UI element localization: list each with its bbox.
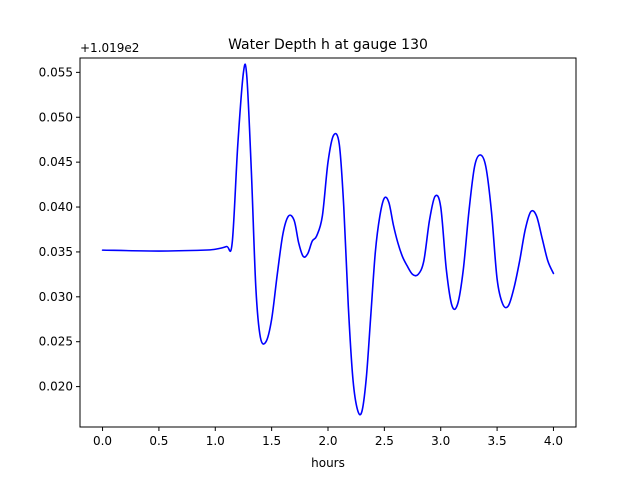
x-tick-label: 2.0 [318, 434, 337, 448]
y-tick-label: 0.020 [39, 380, 73, 394]
x-tick-label: 3.0 [431, 434, 450, 448]
y-axis: 0.020 0.025 0.030 0.035 0.040 0.045 0.050 0.055 [39, 65, 80, 394]
plot-area [79, 57, 577, 428]
x-tick-label: 3.5 [488, 434, 507, 448]
x-tick-label: 1.0 [206, 434, 225, 448]
series-layer [101, 63, 555, 416]
plot-frame [79, 57, 577, 428]
y-tick-label: 0.035 [39, 245, 73, 259]
y-tick-label: 0.030 [39, 290, 73, 304]
x-tick-label: 2.5 [375, 434, 394, 448]
x-tick-label: 4.0 [544, 434, 563, 448]
y-tick-label: 0.050 [39, 110, 73, 124]
series-line-0 [101, 63, 555, 416]
x-tick-label: 0.0 [93, 434, 112, 448]
y-tick-label: 0.055 [39, 65, 73, 79]
y-tick-label: 0.040 [39, 200, 73, 214]
x-tick-label: 1.5 [262, 434, 281, 448]
x-axis: 0.0 0.5 1.0 1.5 2.0 2.5 3.0 3.5 4.0 [93, 427, 563, 448]
x-axis-title: hours [311, 456, 345, 470]
y-tick-label: 0.025 [39, 335, 73, 349]
y-offset-label: +1.019e2 [80, 41, 139, 55]
y-tick-label: 0.045 [39, 155, 73, 169]
x-tick-label: 0.5 [149, 434, 168, 448]
chart-title: Water Depth h at gauge 130 [228, 37, 428, 53]
